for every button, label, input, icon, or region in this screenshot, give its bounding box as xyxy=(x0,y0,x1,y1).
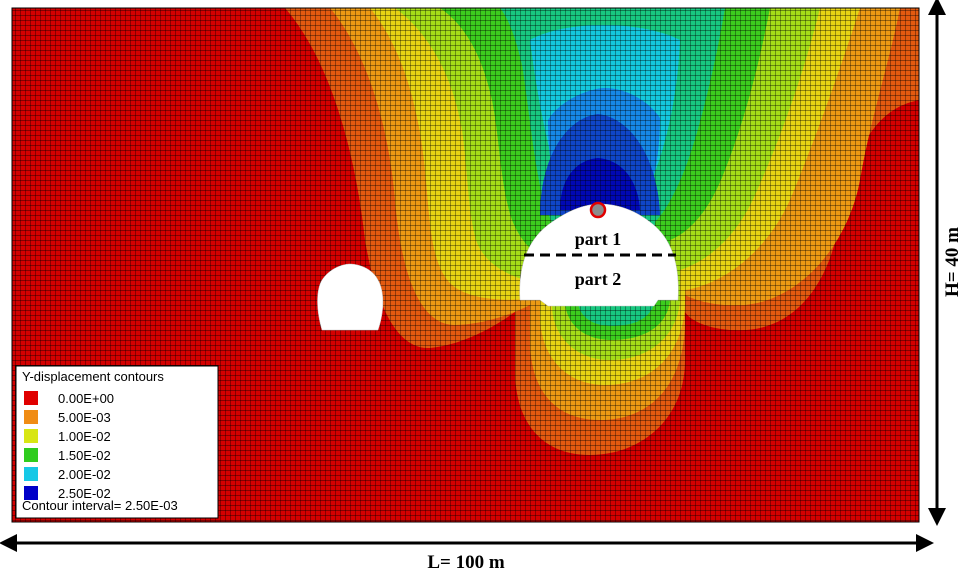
contour-interval-label: Contour interval= 2.50E-03 xyxy=(22,498,178,513)
legend-entry-label: 0.00E+00 xyxy=(58,391,114,406)
legend-swatch xyxy=(24,429,38,443)
legend-swatch xyxy=(24,467,38,481)
domain-border xyxy=(11,7,920,523)
legend-title: Y-displacement contours xyxy=(22,369,164,384)
legend-box: Y-displacement contours 0.00E+00 5.00E-03… xyxy=(15,365,219,519)
legend-swatch xyxy=(24,448,38,462)
height-dimension-label: H= 40 m xyxy=(942,227,963,297)
legend-entry-label: 1.00E-02 xyxy=(58,429,111,444)
legend-entry-label: 2.00E-02 xyxy=(58,467,111,482)
legend-entry-label: 1.50E-02 xyxy=(58,448,111,463)
part-2-label: part 2 xyxy=(575,269,622,289)
width-dimension-label: L= 100 m xyxy=(427,552,504,573)
small-tunnel-opening xyxy=(317,263,384,331)
legend-swatch xyxy=(24,391,38,405)
legend-entry-label: 2.50E-02 xyxy=(58,486,111,501)
legend-swatch xyxy=(24,410,38,424)
legend-entries: 0.00E+00 5.00E-03 1.00E-02 1.50E-02 2.00E-02… xyxy=(24,391,114,501)
legend-entry-label: 5.00E-03 xyxy=(58,410,111,425)
large-tunnel-opening xyxy=(519,203,679,307)
crown-monitoring-point xyxy=(589,201,607,219)
legend-swatch xyxy=(24,486,38,500)
part-1-label: part 1 xyxy=(575,229,622,249)
